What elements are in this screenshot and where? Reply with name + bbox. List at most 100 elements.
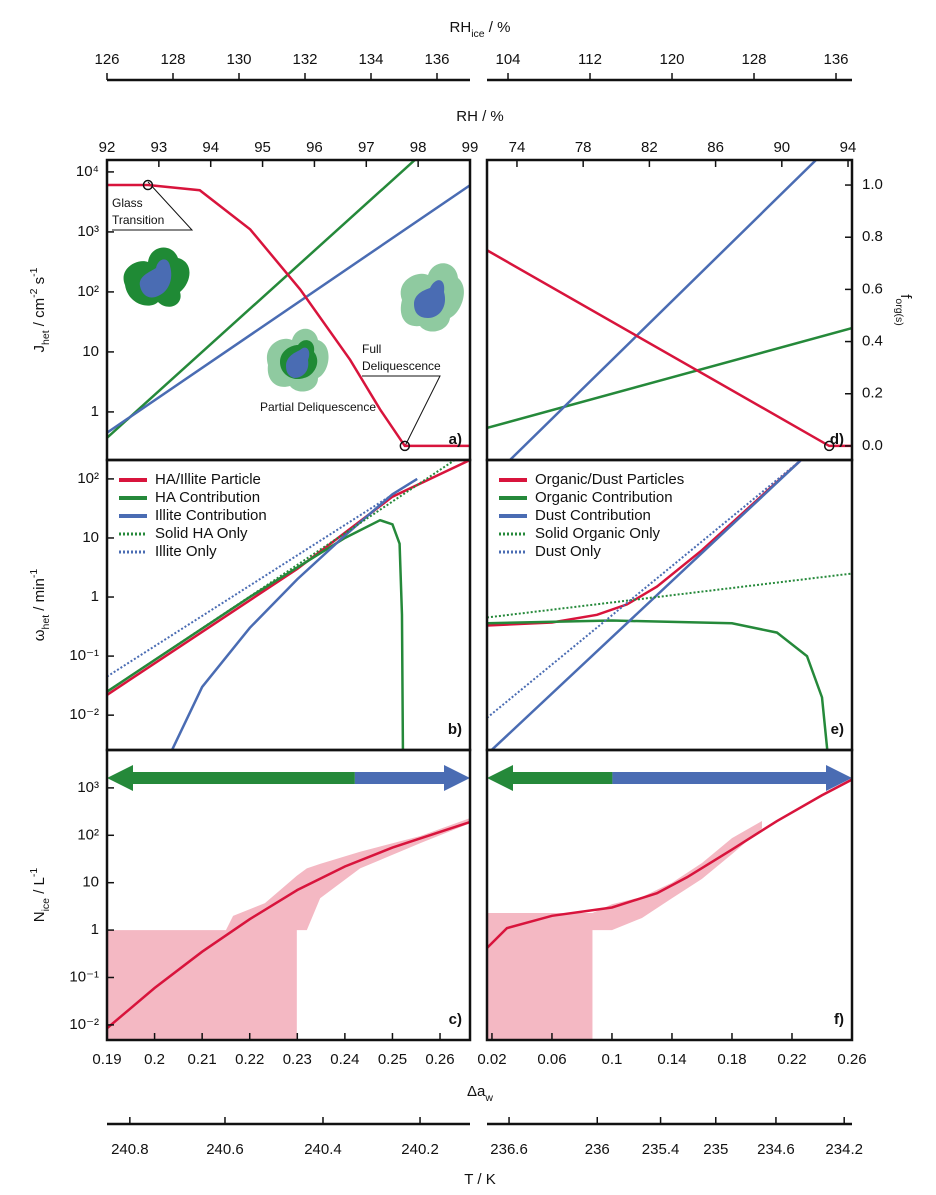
legend-label: Organic/Dust Particles (535, 471, 684, 488)
y2-tick-label: 0.6 (862, 280, 883, 297)
y-tick-label: 10⁻¹ (69, 647, 99, 664)
series-line (487, 778, 852, 949)
series-line (107, 183, 470, 448)
uncertainty-band (487, 821, 762, 1040)
title-part: J (31, 345, 48, 353)
y-tick-label: 10 (82, 874, 99, 891)
rh-tick-label: 74 (509, 139, 526, 156)
y-tick-label: 10⁴ (76, 163, 99, 180)
y-tick-label: 1 (91, 403, 99, 420)
regime-arrow-right (354, 765, 470, 791)
t-tick-label: 235.4 (642, 1141, 680, 1158)
legend-label: HA/Illite Particle (155, 471, 261, 488)
series-line (487, 619, 829, 750)
title-part: f (897, 294, 914, 299)
y-tick-label: 10² (77, 283, 99, 300)
title-part: / min (31, 578, 48, 615)
plot-area (107, 765, 470, 1040)
particle-full-core (414, 280, 446, 318)
legend-label: Dust Only (535, 543, 601, 560)
title-part: -1 (28, 868, 40, 877)
rh-tick-label: 95 (254, 139, 271, 156)
legend-label: Illite Contribution (155, 507, 267, 524)
y-tick-label: 1 (91, 588, 99, 605)
transition-point (823, 440, 835, 452)
rh-tick-label: 90 (773, 139, 790, 156)
plot-area (107, 160, 470, 448)
title-part: -1 (28, 569, 40, 578)
y-axis-title: ωhet / min-1 (28, 569, 52, 642)
rh-ice-tick-label: 130 (226, 51, 251, 68)
rh-tick-label: 98 (410, 139, 427, 156)
series-line (107, 820, 470, 1030)
x-tick-label: 0.06 (537, 1051, 566, 1068)
x-tick-label: 0.22 (777, 1051, 806, 1068)
plot-area (487, 460, 852, 750)
title-part: RH (450, 19, 472, 36)
y2-tick-label: 0.8 (862, 228, 883, 245)
t-tick-label: 236.6 (490, 1141, 528, 1158)
y-tick-label: 10² (77, 826, 99, 843)
transition-point (142, 179, 154, 191)
series-line (509, 160, 817, 460)
legend-label: Solid HA Only (155, 525, 248, 542)
title-part: org(s) (893, 298, 905, 325)
rh-axis-title: RH / % (456, 108, 504, 125)
glass-pointer (112, 181, 194, 231)
legend-label: Illite Only (155, 543, 217, 560)
title-part: het (40, 330, 52, 345)
title-part: s (31, 277, 48, 289)
legend-label: HA Contribution (155, 489, 260, 506)
series-line (487, 326, 852, 430)
title-part: ice (471, 28, 485, 40)
x-tick-label: 0.24 (330, 1051, 359, 1068)
x-tick-label: 0.19 (92, 1051, 121, 1068)
title-part: ω (31, 629, 48, 641)
t-tick-label: 240.6 (206, 1141, 244, 1158)
rh-tick-label: 97 (358, 139, 375, 156)
annotation: Partial Deliquescence (260, 400, 376, 414)
series-line (107, 460, 456, 693)
regime-arrow-left (487, 765, 613, 791)
annotation: Transition (112, 213, 164, 227)
title-part: -2 (28, 288, 40, 297)
panel-label: e) (831, 721, 844, 738)
x-tick-label: 0.14 (657, 1051, 686, 1068)
panel-frame (485, 158, 854, 462)
title-part: / % (485, 19, 511, 36)
series-line (491, 460, 802, 750)
particle-core (139, 259, 172, 298)
t-tick-label: 236 (585, 1141, 610, 1158)
annotation: Deliquescence (362, 359, 441, 373)
rh-tick-label: 92 (99, 139, 116, 156)
rh-tick-label: 94 (202, 139, 219, 156)
y-tick-label: 10² (77, 470, 99, 487)
rh-tick-label: 96 (306, 139, 323, 156)
y-tick-label: 10⁻² (69, 706, 99, 723)
panel-frame (105, 748, 472, 1042)
y-tick-label: 10 (82, 529, 99, 546)
y-tick-label: 10⁻¹ (69, 968, 99, 985)
x-axis-title: Δaw (467, 1083, 493, 1104)
x-tick-label: 0.26 (837, 1051, 866, 1068)
panel-label: c) (449, 1011, 462, 1028)
rh-ice-tick-label: 132 (292, 51, 317, 68)
title-part: het (40, 615, 52, 630)
rh-ice-tick-label: 136 (823, 51, 848, 68)
title-part: Δa (467, 1083, 486, 1100)
x-tick-label: 0.25 (378, 1051, 407, 1068)
y2-tick-label: 0.4 (862, 333, 883, 350)
x-tick-label: 0.1 (602, 1051, 623, 1068)
title-part: -1 (28, 267, 40, 276)
rh-tick-label: 99 (462, 139, 479, 156)
t-tick-label: 234.2 (825, 1141, 863, 1158)
y-tick-label: 10 (82, 343, 99, 360)
series-line (107, 460, 470, 696)
y2-tick-label: 1.0 (862, 176, 883, 193)
t-tick-label: 235 (703, 1141, 728, 1158)
rh-ice-tick-label: 112 (578, 51, 602, 68)
t-tick-label: 240.2 (401, 1141, 439, 1158)
title-part: / cm (31, 298, 48, 331)
